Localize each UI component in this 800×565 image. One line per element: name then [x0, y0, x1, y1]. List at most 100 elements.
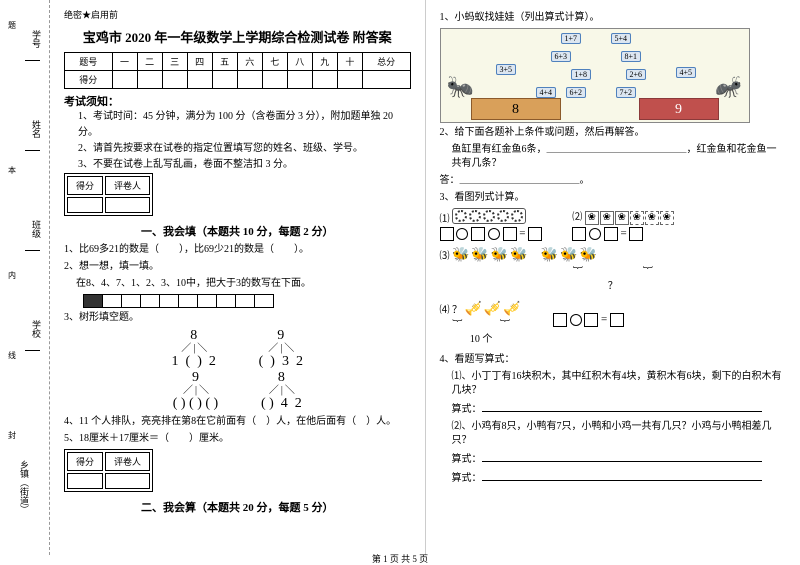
score-cell[interactable]	[67, 473, 103, 489]
q2-2b: 鱼缸里有红金鱼6条，＿＿＿＿＿＿＿＿＿＿＿＿＿＿，红金鱼和花金鱼一共有几条？	[452, 143, 787, 171]
calc-line[interactable]: 算式：	[452, 451, 787, 467]
binding-line	[25, 350, 40, 351]
notice-list: 1、考试时间：45 分钟，满分为 100 分（含卷面分 3 分），附加题单独 2…	[64, 109, 411, 173]
equation[interactable]: =	[440, 227, 543, 241]
answer-line: 答：＿＿＿＿＿＿＿＿＿＿＿＿。	[440, 174, 787, 188]
q1-1: 1、比69多21的数是（ ），比69少21的数是（ ）。	[64, 243, 411, 257]
calc-label: 算式：	[452, 473, 482, 484]
q2-4-1: ⑴、小丁丁有16块积木，其中红积木有4块，黄积木有6块，剩下的白积木有几块？	[452, 370, 787, 398]
binding-margin: 学号 姓名 班级 学校 乡镇（街道） 题 本 内 线 封	[0, 0, 50, 555]
seal-mark: 内	[8, 270, 16, 281]
q2-2a: 2、给下面各题补上条件或问题，然后再解答。	[440, 126, 787, 140]
answer-grid[interactable]	[84, 294, 411, 308]
fig-row-1: ⑴ = ⑵ ❀❀❀❀❀❀ =	[440, 208, 787, 243]
score-cell[interactable]	[67, 197, 103, 213]
ant-icon: 🐜	[447, 74, 474, 100]
calc-label: 算式：	[452, 454, 482, 465]
ten-label: 10 个	[440, 333, 523, 347]
binding-label-town: 乡镇（街道）	[18, 460, 31, 514]
score-cell[interactable]	[112, 71, 137, 89]
fig-row-4: ⑷ ？ 🎺🎺🎺 ︸ ︸ 10 个 =	[440, 297, 787, 351]
right-column: 1、小蚂蚁找娃娃（列出算式计算）。 🐜 🐜 1+7 5+4 6+3 8+1 3+…	[426, 0, 800, 555]
qmark-label: ？	[440, 280, 787, 294]
equation[interactable]: =	[572, 227, 674, 241]
q1-5: 5、18厘米＋17厘米＝（ ）厘米。	[64, 432, 411, 446]
score-h: 一	[112, 53, 137, 71]
notice-item: 3、不要在试卷上乱写乱画，卷面不整洁扣 3 分。	[78, 157, 411, 173]
tree-top: 8	[172, 328, 216, 343]
score-cell[interactable]	[287, 71, 312, 89]
score-cell[interactable]	[362, 71, 410, 89]
calc-label: 算式：	[452, 404, 482, 415]
q1-4: 4、11 个人排队，亮亮排在第8在它前面有（ ）人，在他后面有（ ）人。	[64, 415, 411, 429]
tree-leaf: 2	[209, 354, 216, 369]
secret-label: 绝密★启用前	[64, 8, 411, 21]
tree-3: 9 ／ | ＼ ( ) ( ) ( )	[173, 370, 218, 412]
bee-group-icon: 🐝🐝🐝🐝 🐝🐝🐝	[452, 248, 599, 263]
tree-diagrams: 8 ／ | ＼ 1 ( ) 2 9 ／ | ＼ ( ) 3 2 9 ／ | ＼ …	[64, 328, 411, 412]
ant-icon: 🐜	[715, 74, 742, 100]
fig-1: ⑴ =	[440, 208, 543, 243]
math-card: 7+2	[616, 87, 637, 98]
left-column: 绝密★启用前 宝鸡市 2020 年一年级数学上学期综合检测试卷 附答案 题号 一…	[50, 0, 426, 555]
box-9: 9	[639, 98, 719, 120]
gear-group-icon	[452, 208, 526, 224]
score-label: 得分	[67, 176, 103, 195]
score-cell[interactable]	[162, 71, 187, 89]
grader-cell[interactable]	[105, 197, 150, 213]
math-card: 4+4	[536, 87, 557, 98]
qmark-label: ？	[452, 305, 462, 316]
fig-2: ⑵ ❀❀❀❀❀❀ =	[572, 208, 674, 243]
page-footer: 第 1 页 共 5 页	[0, 552, 800, 565]
score-h: 八	[287, 53, 312, 71]
score-cell[interactable]	[262, 71, 287, 89]
score-h: 二	[137, 53, 162, 71]
score-h: 七	[262, 53, 287, 71]
tree-top: 9	[259, 328, 303, 343]
score-label: 得分	[67, 452, 103, 471]
tree-leaf: 2	[296, 354, 303, 369]
math-card: 6+2	[566, 87, 587, 98]
notice-item: 2、请首先按要求在试卷的指定位置填写您的姓名、班级、学号。	[78, 141, 411, 157]
score-h: 十	[337, 53, 362, 71]
tree-top: 8	[261, 370, 302, 385]
math-card: 1+7	[561, 33, 582, 44]
section-score-box: 得分评卷人	[64, 173, 153, 216]
score-cell[interactable]	[137, 71, 162, 89]
equation[interactable]: =	[553, 313, 624, 349]
q1-2a: 2、想一想，填一填。	[64, 260, 411, 274]
tree-leaf: ( )	[205, 396, 218, 411]
seal-mark: 封	[8, 430, 16, 441]
score-h: 四	[187, 53, 212, 71]
score-h: 三	[162, 53, 187, 71]
math-card: 5+4	[611, 33, 632, 44]
binding-line	[25, 250, 40, 251]
tree-2: 9 ／ | ＼ ( ) 3 2	[259, 328, 303, 370]
trumpet-group-icon: 🎺🎺🎺	[465, 302, 523, 317]
calc-line[interactable]: 算式：	[452, 401, 787, 417]
tree-leaf: 3	[282, 354, 289, 369]
notice-item: 1、考试时间：45 分钟，满分为 100 分（含卷面分 3 分），附加题单独 2…	[78, 109, 411, 141]
notice-heading: 考试须知：	[64, 93, 411, 109]
score-cell[interactable]	[237, 71, 262, 89]
tree-1: 8 ／ | ＼ 1 ( ) 2	[172, 328, 216, 370]
tree-leaf: ( )	[173, 396, 186, 411]
fig-label: ⑷	[440, 305, 450, 316]
score-cell[interactable]	[187, 71, 212, 89]
tree-leaf: ( )	[189, 396, 202, 411]
binding-line	[25, 150, 40, 151]
math-card: 6+3	[551, 51, 572, 62]
section-score-box: 得分评卷人	[64, 449, 153, 492]
grader-cell[interactable]	[105, 473, 150, 489]
calc-line[interactable]: 算式：	[452, 470, 787, 486]
math-card: 8+1	[621, 51, 642, 62]
binding-label-name: 姓名	[30, 120, 43, 138]
score-cell[interactable]	[337, 71, 362, 89]
flower-group-icon: ❀❀❀❀❀❀	[585, 211, 674, 225]
tree-leaf: 4	[281, 396, 288, 411]
q1-3: 3、树形填空题。	[64, 311, 411, 325]
binding-label-id: 学号	[30, 30, 43, 48]
score-cell[interactable]	[212, 71, 237, 89]
seal-mark: 线	[8, 350, 16, 361]
score-cell[interactable]	[312, 71, 337, 89]
